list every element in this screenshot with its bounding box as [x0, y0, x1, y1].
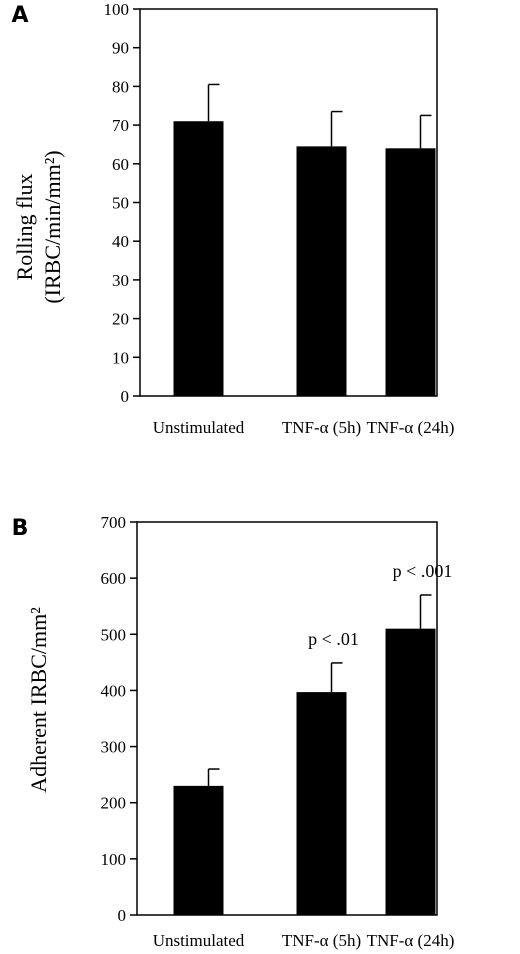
x-tick-label-b-2: TNF-α (5h)	[282, 931, 361, 950]
bar-b-2	[296, 692, 347, 915]
chart-b: B 0 100 200 300 400 500 600 700 Adherent IRBC/mm²…	[12, 513, 455, 950]
y-axis-label-a-line-2: (IRBC/min/mm²)	[40, 150, 65, 303]
y-tick-label-b-2: 200	[101, 794, 127, 813]
y-axis-label-b: Adherent IRBC/mm²	[26, 607, 51, 793]
panel-a-letter: A	[11, 3, 28, 28]
x-tick-label-b-3: TNF-α (24h)	[367, 931, 455, 950]
annotation-b-3: p < .001	[393, 561, 453, 581]
y-tick-label-a-10: 100	[104, 0, 130, 19]
y-axis-label-a-line-1: Rolling flux	[12, 174, 37, 281]
chart-a: A 0 10 20 30 40 50 60 70 80 90 100 Rolling flux (IRBC…	[11, 0, 454, 437]
y-tick-label-a-1: 10	[112, 348, 129, 367]
plot-frame-b	[136, 521, 438, 916]
y-tick-label-a-7: 70	[112, 116, 129, 135]
y-tick-label-b-5: 500	[101, 625, 127, 644]
bar-a-2	[296, 146, 347, 396]
x-tick-label-a-1: Unstimulated	[153, 418, 245, 437]
bar-a-3	[385, 148, 436, 396]
bar-b-1	[173, 785, 224, 915]
y-tick-label-b-0: 0	[118, 906, 127, 925]
y-tick-label-a-4: 40	[112, 232, 129, 251]
annotation-b-2: p < .01	[308, 629, 359, 649]
y-tick-label-a-3: 30	[112, 271, 129, 290]
x-tick-label-a-2: TNF-α (5h)	[282, 418, 361, 437]
bar-b-3	[385, 628, 436, 915]
y-tick-label-a-8: 80	[112, 77, 129, 96]
x-tick-label-b-1: Unstimulated	[153, 931, 245, 950]
y-tick-label-b-3: 300	[101, 738, 127, 757]
y-tick-label-b-6: 600	[101, 569, 127, 588]
panel-b-letter: B	[12, 516, 29, 541]
y-tick-label-b-1: 100	[101, 850, 127, 869]
y-tick-label-a-6: 60	[112, 155, 129, 174]
y-tick-label-b-4: 400	[101, 681, 127, 700]
y-tick-label-b-7: 700	[101, 513, 127, 532]
y-tick-label-a-5: 50	[112, 194, 129, 213]
x-tick-label-a-3: TNF-α (24h)	[367, 418, 455, 437]
y-tick-label-a-0: 0	[121, 387, 130, 406]
y-tick-label-a-2: 20	[112, 310, 129, 329]
bar-a-1	[173, 121, 224, 396]
y-tick-label-a-9: 90	[112, 39, 129, 58]
